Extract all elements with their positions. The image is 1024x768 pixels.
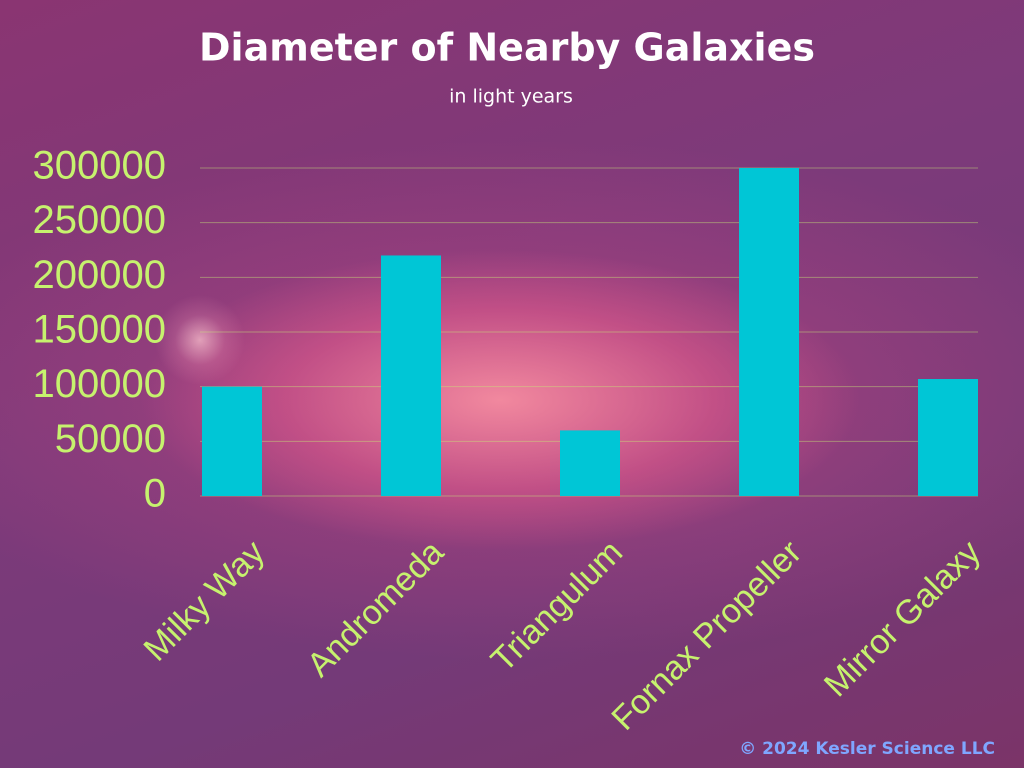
bar (560, 430, 620, 496)
y-tick-label: 100000 (33, 362, 166, 406)
bar (739, 168, 799, 496)
bar (381, 255, 441, 496)
x-tick-label: Fornax Propeller (604, 533, 809, 738)
bar (202, 386, 262, 496)
x-tick-label: Andromeda (300, 533, 451, 684)
y-tick-label: 250000 (33, 198, 166, 242)
y-tick-label: 0 (144, 472, 166, 516)
x-tick-label: Mirror Galaxy (817, 533, 988, 704)
x-tick-label: Milky Way (137, 533, 272, 668)
y-tick-label: 150000 (33, 308, 166, 352)
bar (918, 379, 978, 496)
chart-title: Diameter of Nearby Galaxies (199, 26, 815, 70)
y-tick-label: 200000 (33, 253, 166, 297)
x-tick-label: Triangulum (484, 533, 630, 679)
credit: © 2024 Kesler Science LLC (739, 739, 995, 759)
y-tick-label: 300000 (33, 144, 166, 188)
y-tick-label: 50000 (55, 417, 166, 461)
chart-subtitle: in light years (449, 86, 573, 108)
